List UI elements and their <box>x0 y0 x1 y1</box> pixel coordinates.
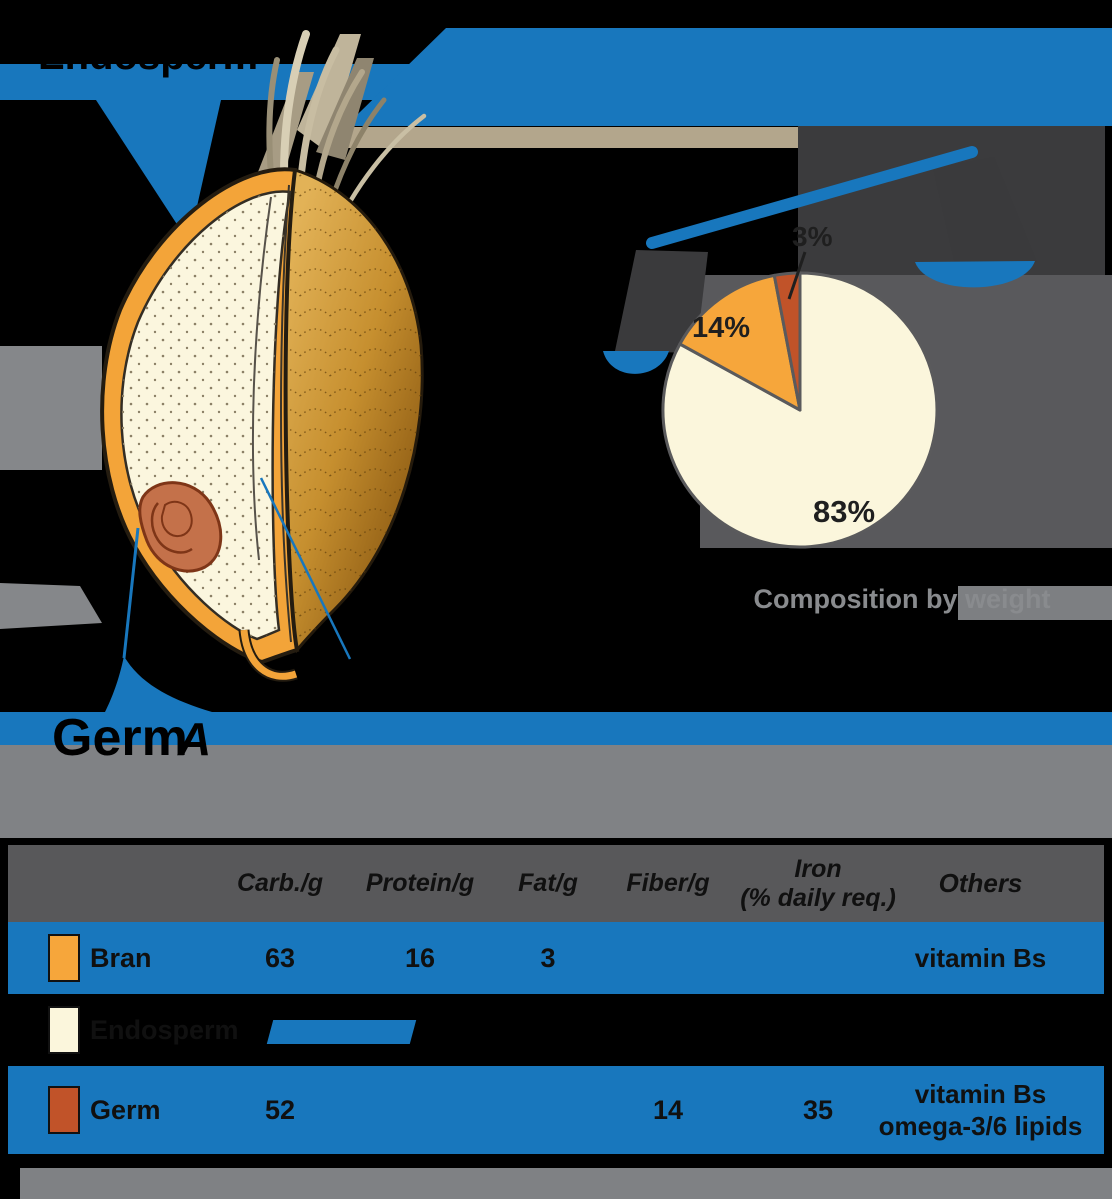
pie-label-bran: 14% <box>692 312 751 344</box>
header-others: Others <box>938 868 1023 899</box>
germ-others-line2: omega-3/6 lipids <box>878 1111 1083 1141</box>
germ-others: vitamin Bs omega-3/6 lipids <box>873 1066 1088 1154</box>
germ-leader-line <box>122 527 140 659</box>
kernel-tail <box>240 629 298 680</box>
caption-band <box>0 742 1112 838</box>
germ-iron: 35 <box>802 1094 834 1125</box>
germ-carb: 52 <box>264 1094 296 1125</box>
pie-3pct-leader-line <box>787 251 807 300</box>
header-iron-line2: (% daily req.) <box>740 883 896 912</box>
header-iron-line1: Iron <box>794 854 842 883</box>
kernel-inner-edge-line <box>280 184 292 643</box>
pie-label-germ: 3% <box>792 221 833 252</box>
endosperm-label: Endosperm <box>38 34 259 78</box>
bran-label: Bran <box>866 0 944 28</box>
balance-scale <box>603 146 1037 374</box>
kernel-bran-texture <box>285 170 423 650</box>
kernel-crease-line <box>251 196 272 561</box>
germ-heading: Germ <box>52 709 188 767</box>
pie-label-endosperm: 83% <box>813 494 876 529</box>
header-carb: Carb./g <box>236 869 324 898</box>
table-row-bran: Bran 63 16 3 vitamin Bs <box>8 922 1104 994</box>
germ-underline-bar <box>0 712 1112 745</box>
scale-right-support <box>933 157 1037 269</box>
bran-row-label: Bran <box>90 942 152 973</box>
table-row-germ: Germ 52 14 35 vitamin Bs omega-3/6 lipid… <box>8 1066 1104 1154</box>
bran-swatch <box>48 934 80 982</box>
pie-caption: Composition by weight <box>753 584 1051 614</box>
table-header-row: Carb./g Protein/g Fat/g Fiber/g Iron (% … <box>8 845 1104 922</box>
header-protein: Protein/g <box>365 869 475 898</box>
bran-fat: 3 <box>540 942 556 973</box>
grey-panel-left-lower <box>0 583 102 629</box>
bottom-band <box>20 1168 1112 1199</box>
table-row-endosperm: Endosperm <box>8 994 1104 1066</box>
header-fiber: Fiber/g <box>626 869 710 898</box>
kernel-germ <box>138 481 223 573</box>
grey-panel-left-upper <box>0 346 102 470</box>
germ-swatch <box>48 1086 80 1134</box>
scale-left-support <box>615 250 708 353</box>
kernel-germ-core <box>160 500 193 538</box>
pie-chart <box>661 271 939 549</box>
pie-slice-germ <box>772 271 802 412</box>
kernel-germ-swirl <box>150 502 193 554</box>
germ-row-label: Germ <box>90 1094 161 1125</box>
germ-callout-swoosh <box>105 656 212 712</box>
endosperm-swatch <box>48 1006 80 1054</box>
grey-panel-caption-right <box>958 586 1112 620</box>
endosperm-callout-triangle <box>96 100 221 233</box>
scale-left-pan <box>603 351 669 374</box>
endosperm-others <box>873 994 1088 1066</box>
scale-beam <box>646 146 978 249</box>
endosperm-row-label: Endosperm <box>90 1014 239 1045</box>
header-iron: Iron (% daily req.) <box>723 845 913 922</box>
bran-others: vitamin Bs <box>914 942 1047 973</box>
pie-slice-bran <box>678 273 802 412</box>
bran-callout-band <box>317 28 1112 154</box>
scale-right-pan <box>915 261 1035 288</box>
bran-carb: 63 <box>264 942 296 973</box>
germ-caption-fragment: A <box>178 713 212 765</box>
germ-others-line1: vitamin Bs <box>914 1078 1047 1109</box>
bran-protein: 16 <box>404 942 436 973</box>
germ-fiber: 14 <box>652 1094 684 1125</box>
awn-stripe <box>337 127 798 148</box>
kernel-illustration <box>100 167 424 682</box>
header-fat: Fat/g <box>518 869 578 898</box>
crease-leader-line <box>259 477 352 660</box>
